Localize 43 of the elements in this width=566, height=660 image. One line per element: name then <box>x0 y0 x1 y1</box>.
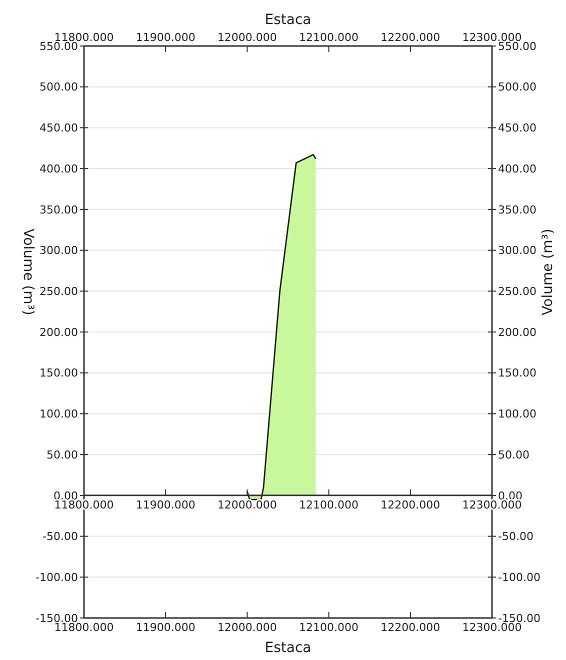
y2-tick-label: 550.00 <box>498 40 536 53</box>
y2-axis-title: Volume (m³) <box>540 228 556 316</box>
y2-tick-label: 150.00 <box>498 366 536 380</box>
x2-axis-title: Estaca <box>264 12 312 28</box>
text: 12000.000 <box>217 498 277 512</box>
y-tick-label: 300.00 <box>40 244 78 258</box>
text: 11900.000 <box>136 498 196 512</box>
x2-tick-label: 12300.000 <box>462 621 522 634</box>
y2-tick-label: 400.00 <box>498 162 536 176</box>
x2-tick-label: 11900.000 <box>136 621 196 634</box>
x-tick-label: 12000.000 <box>217 31 277 44</box>
y-tick-label: 150.00 <box>40 366 78 380</box>
x2-tick-label: 12200.000 <box>380 621 440 634</box>
y-tick-label: 50.00 <box>46 448 78 462</box>
x2-tick-label: 12000.000 <box>217 621 277 634</box>
y2-tick-label: -50.00 <box>498 530 534 544</box>
x-tick-label: 12100.000 <box>299 31 359 44</box>
x-tick-label: 11900.000 <box>136 31 196 44</box>
x2-tick-label: 11800.000 <box>54 621 114 634</box>
y-axis-title: Volume (m³) <box>20 228 36 316</box>
y2-tick-label: -100.00 <box>498 570 540 584</box>
y2-tick-label: 350.00 <box>498 203 536 216</box>
y2-tick-label: 450.00 <box>498 122 536 135</box>
y-tick-label: 500.00 <box>40 80 78 94</box>
y-tick-label: 350.00 <box>40 203 78 216</box>
y-tick-label: 400.00 <box>40 162 78 176</box>
y2-tick-label: 50.00 <box>498 448 530 462</box>
y-tick-label: 450.00 <box>40 122 78 135</box>
text: 12100.000 <box>299 498 359 512</box>
text: 12200.000 <box>380 498 440 512</box>
y2-tick-label: 300.00 <box>498 244 536 258</box>
y2-tick-label: 200.00 <box>498 326 536 339</box>
y2-tick-label: 500.00 <box>498 80 536 94</box>
y-tick-label: 200.00 <box>40 326 78 339</box>
y-tick-label: -100.00 <box>36 570 78 584</box>
x-axis-title: Estaca <box>264 640 312 656</box>
x2-tick-label: 12100.000 <box>299 621 359 634</box>
y-tick-label: -50.00 <box>42 530 78 544</box>
y2-tick-label: 100.00 <box>498 408 536 421</box>
y-tick-label: 250.00 <box>40 284 78 298</box>
y2-tick-label: 250.00 <box>498 284 536 298</box>
y-tick-label: 100.00 <box>40 408 78 421</box>
x-tick-label: 12200.000 <box>380 31 440 44</box>
